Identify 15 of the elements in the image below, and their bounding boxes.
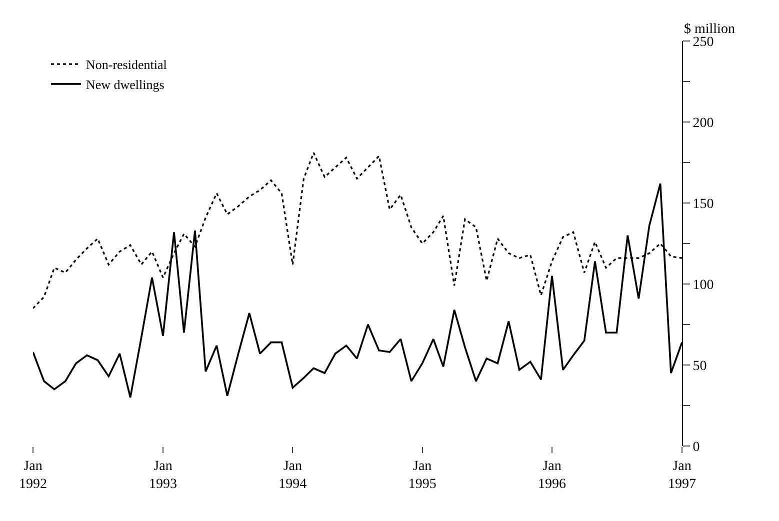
x-tick-label: Jan 1993 [149, 458, 178, 492]
y-tick-label: 200 [692, 116, 714, 131]
legend-label: Non-residential [86, 57, 168, 72]
y-tick-label: 250 [692, 34, 714, 50]
y-tick-label: 50 [692, 358, 707, 374]
legend-label: New dwellings [86, 77, 164, 92]
x-tick-label: Jan 1997 [668, 458, 696, 492]
x-tick-label: Jan 1994 [278, 458, 307, 492]
x-tick-label: Jan 1992 [19, 458, 47, 492]
y-tick-label: 150 [692, 196, 714, 212]
x-tick-label: Jan 1995 [408, 458, 436, 492]
y-tick-label: 100 [692, 278, 714, 293]
y-tick-label: 0 [692, 440, 700, 455]
y-axis-title: $ million [684, 22, 735, 37]
x-tick-label: Jan 1996 [538, 458, 566, 492]
